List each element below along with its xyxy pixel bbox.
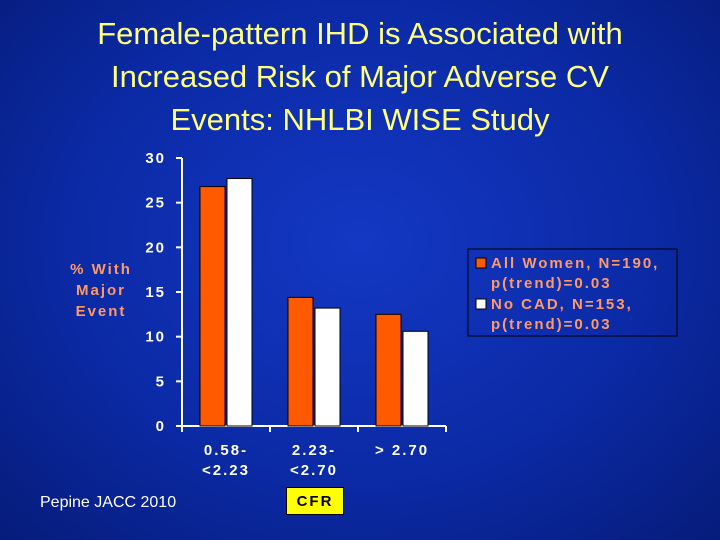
y-tick-label: 0: [156, 418, 166, 435]
legend-swatch-no-cad: [475, 298, 487, 310]
y-axis-label-line: % With: [70, 261, 132, 278]
bar-all-women-1: [287, 296, 314, 427]
bar-no-cad-2: [402, 330, 429, 427]
slide-title: Female-pattern IHD is Associated with In…: [20, 12, 700, 141]
y-tick-label: 10: [145, 329, 166, 346]
legend-entry-text: p(trend)=0.03: [491, 275, 612, 292]
x-tick-label: > 2.70: [375, 442, 429, 459]
title-line-1: Female-pattern IHD is Associated with: [97, 16, 623, 51]
y-tick-label: 20: [145, 239, 166, 256]
y-axis-label-line: Event: [76, 303, 127, 320]
y-tick-label: 30: [145, 150, 166, 167]
citation: Pepine JACC 2010: [40, 494, 177, 511]
y-tick-label: 25: [145, 195, 166, 212]
x-tick-label: <2.70: [290, 462, 338, 479]
title-line-2: Increased Risk of Major Adverse CV: [111, 59, 609, 94]
bar-all-women-0: [199, 186, 226, 427]
x-tick-label: 2.23-: [292, 442, 336, 459]
title-line-3: Events: NHLBI WISE Study: [170, 102, 550, 137]
x-axis-label: CFR: [286, 487, 344, 515]
x-tick-label: 0.58-: [204, 442, 248, 459]
legend: All Women, N=190, p(trend)=0.03 No CAD, N=…: [467, 248, 678, 337]
y-tick-label: 5: [156, 373, 166, 390]
bar-all-women-2: [375, 313, 402, 427]
y-tick-label: 15: [145, 284, 166, 301]
legend-entry-text: All Women, N=190,: [491, 255, 659, 272]
bar-no-cad-1: [314, 307, 341, 427]
bar-no-cad-0: [226, 178, 253, 427]
x-tick-label: <2.23: [202, 462, 250, 479]
legend-entry-text: No CAD, N=153,: [491, 296, 633, 313]
legend-frame: [467, 248, 678, 337]
legend-swatch-all-women: [475, 257, 487, 269]
plot-area: 0 5 10 15 20 25 30 0.58- <2.23 2.23- <2.70 > 2.70: [145, 150, 447, 479]
y-axis-label-line: Major: [76, 282, 126, 299]
legend-entry-text: p(trend)=0.03: [491, 316, 612, 333]
y-axis-label: % With Major Event: [70, 261, 132, 320]
